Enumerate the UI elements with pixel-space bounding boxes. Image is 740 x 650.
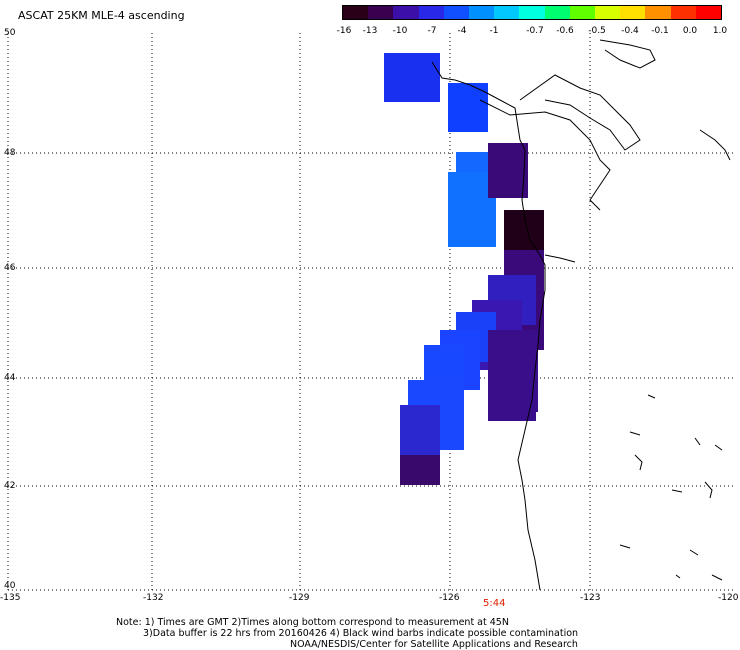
color-scale-segment: [469, 6, 495, 19]
lat-lon-grid: [7, 33, 735, 591]
color-scale-segment: [368, 6, 394, 19]
color-scale-label: -0.6: [556, 26, 574, 36]
color-scale-label: -0.7: [526, 26, 544, 36]
color-scale-label: -0.1: [651, 26, 669, 36]
color-scale-label: -16: [336, 26, 352, 36]
longitude-label: -126: [439, 593, 460, 603]
color-scale-label: 1.0: [712, 26, 728, 36]
color-scale-label: -4: [457, 26, 467, 36]
latitude-label: 50: [4, 28, 16, 38]
color-scale-segment: [620, 6, 646, 19]
map-title: ASCAT 25KM MLE-4 ascending: [18, 9, 185, 22]
latitude-label: 40: [4, 581, 16, 591]
color-scale-segment: [418, 6, 444, 19]
latitude-label: 46: [4, 263, 16, 273]
wind-swath: [384, 53, 544, 485]
note-line-3: NOAA/NESDIS/Center for Satellite Applica…: [290, 639, 578, 650]
color-scale-segment: [695, 6, 722, 19]
longitude-label: -120: [718, 593, 739, 603]
color-scale-segment: [393, 6, 419, 19]
note-line-2: 3)Data buffer is 22 hrs from 20160426 4)…: [143, 628, 579, 639]
color-scale-segment: [544, 6, 570, 19]
color-scale-label: -10: [392, 26, 408, 36]
color-scale-segment: [645, 6, 671, 19]
longitude-label: -132: [143, 593, 164, 603]
longitude-label: -135: [0, 593, 21, 603]
coastline: [431, 39, 731, 591]
color-scale-label: -7: [427, 26, 437, 36]
note-line-1: Note: 1) Times are GMT 2)Times along bot…: [116, 617, 509, 628]
longitude-label: -129: [289, 593, 310, 603]
color-scale-segment: [569, 6, 596, 19]
color-scale-segment: [595, 6, 621, 19]
color-scale-label: -1: [489, 26, 499, 36]
color-scale-bar: [342, 5, 722, 20]
color-scale-segment: [343, 6, 369, 19]
longitude-label: -123: [580, 593, 601, 603]
color-scale-segment: [443, 6, 470, 19]
latitude-label: 42: [4, 481, 16, 491]
color-scale-label: -0.4: [621, 26, 639, 36]
color-scale-label: -0.5: [588, 26, 606, 36]
color-scale-segment: [670, 6, 696, 19]
measurement-time-label: 5:44: [483, 598, 506, 609]
color-scale-label: -13: [362, 26, 378, 36]
color-scale-segment: [519, 6, 545, 19]
color-scale-label: 0.0: [682, 26, 698, 36]
latitude-label: 44: [4, 373, 16, 383]
color-scale-segment: [494, 6, 520, 19]
latitude-label: 48: [4, 148, 16, 158]
